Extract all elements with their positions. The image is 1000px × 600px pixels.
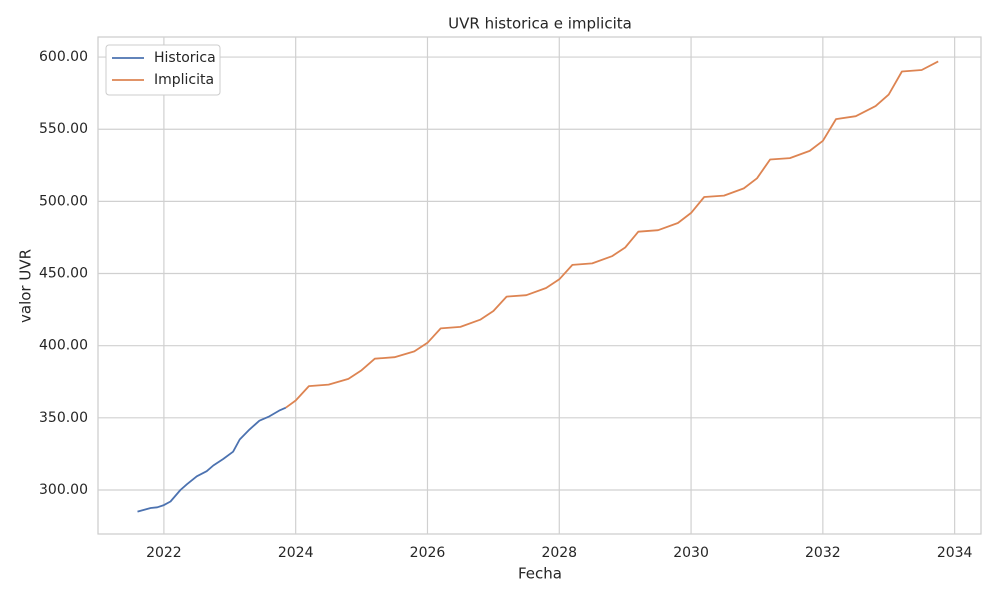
y-tick-label: 500.00	[39, 193, 88, 209]
x-tick-label: 2034	[937, 545, 973, 561]
legend-label: Historica	[154, 50, 216, 66]
y-tick-label: 600.00	[39, 49, 88, 65]
y-axis-label: valor UVR	[17, 249, 35, 323]
y-tick-label: 550.00	[39, 121, 88, 137]
y-tick-label: 350.00	[39, 410, 88, 426]
x-tick-label: 2032	[805, 545, 841, 561]
y-tick-label: 400.00	[39, 338, 88, 354]
x-tick-label: 2026	[410, 545, 446, 561]
x-axis-label: Fecha	[518, 565, 562, 583]
line	[285, 60, 939, 409]
line	[137, 406, 287, 513]
x-tick-label: 2024	[278, 545, 314, 561]
y-tick-label: 300.00	[39, 482, 88, 498]
x-tick-label: 2022	[146, 545, 182, 561]
x-tick-label: 2028	[541, 545, 577, 561]
y-tick-label: 450.00	[39, 266, 88, 282]
plot-area	[97, 36, 982, 535]
x-tick-label: 2030	[673, 545, 709, 561]
legend-label: Implicita	[154, 72, 214, 88]
chart-title: UVR historica e implicita	[448, 15, 632, 33]
